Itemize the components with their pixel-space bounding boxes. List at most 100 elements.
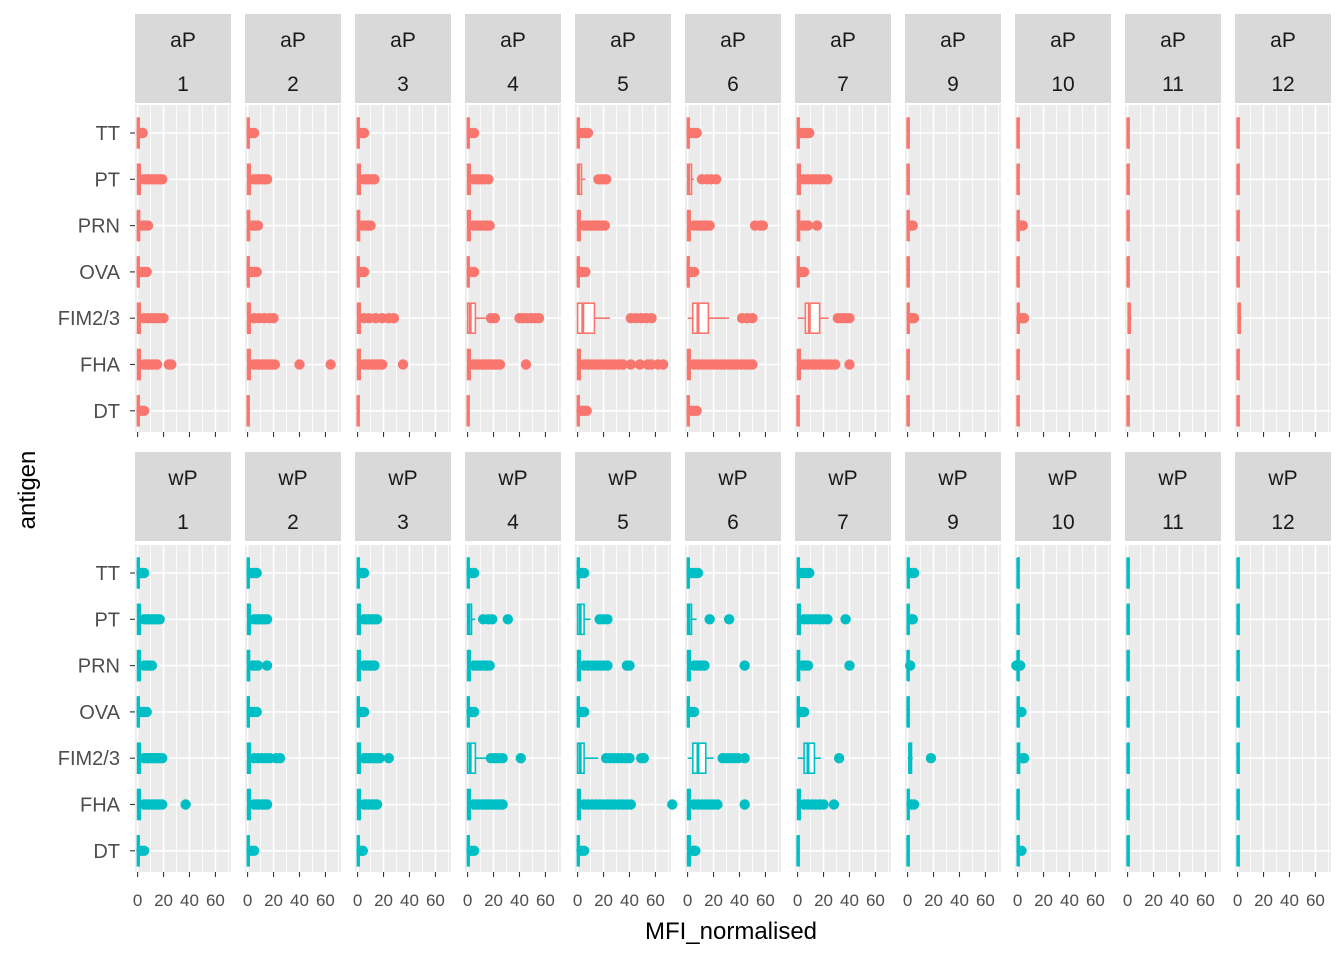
- boxplot-outlier: [747, 313, 758, 324]
- boxplot: [356, 603, 383, 636]
- boxplot: [686, 348, 758, 381]
- boxplot-outlier: [602, 660, 613, 671]
- boxplot: [1237, 302, 1242, 335]
- boxplot-outlier: [691, 405, 702, 416]
- facet-strip-vaccine-label: wP: [1157, 467, 1187, 490]
- x-tick-label: 60: [206, 891, 225, 910]
- facet-panel: aP 2: [245, 14, 341, 437]
- boxplot-outlier: [274, 753, 286, 764]
- y-tick-label: TT: [96, 563, 120, 585]
- x-tick-label: 0: [133, 891, 142, 910]
- facet-strip: [355, 14, 451, 103]
- facet-strip-vaccine-label: wP: [1267, 467, 1297, 490]
- boxplot: [1126, 834, 1130, 867]
- boxplot-outlier: [358, 127, 370, 139]
- boxplot: [1236, 163, 1240, 196]
- y-tick-label: DT: [93, 841, 120, 863]
- boxplot: [466, 348, 532, 381]
- boxplot-outlier: [138, 845, 150, 856]
- facet-strip-visit-label: 5: [617, 511, 629, 534]
- boxplot: [906, 256, 910, 288]
- boxplot: [246, 696, 262, 728]
- boxplot: [1126, 696, 1130, 728]
- x-tick-label: 0: [903, 891, 912, 910]
- boxplot-outlier: [634, 359, 646, 370]
- boxplot: [136, 348, 177, 381]
- boxplot-outlier: [251, 567, 262, 579]
- y-tick-label: OVA: [79, 262, 120, 284]
- boxplot-outlier: [704, 614, 715, 625]
- boxplot-outlier: [371, 614, 383, 625]
- boxplot-outlier: [248, 127, 260, 139]
- boxplot-outlier: [822, 614, 833, 625]
- boxplot-outlier: [1017, 220, 1028, 231]
- boxplot: [576, 394, 592, 427]
- boxplot: [466, 209, 495, 242]
- boxplot-outlier: [617, 359, 629, 370]
- x-tick-label: 40: [1280, 891, 1299, 910]
- boxplot: [466, 742, 526, 775]
- boxplot-outlier: [699, 660, 710, 671]
- x-tick-label: 0: [573, 891, 582, 910]
- boxplot: [796, 394, 800, 427]
- boxplot: [906, 603, 918, 636]
- facet-panel: wP 7 0 20 40 60: [793, 452, 891, 910]
- facet-strip-vaccine-label: wP: [277, 467, 307, 490]
- y-tick-label: OVA: [79, 702, 120, 724]
- boxplot-outlier: [377, 359, 388, 370]
- boxplot-outlier: [802, 660, 814, 671]
- y-tick-label: FIM2/3: [58, 748, 120, 770]
- facet-strip-visit-label: 4: [507, 73, 519, 96]
- boxplot-outlier: [578, 845, 590, 856]
- facet-strip-vaccine-label: wP: [717, 467, 747, 490]
- boxplot: [136, 256, 152, 288]
- boxplot: [356, 649, 380, 682]
- panel-background: [905, 545, 1001, 872]
- panel-background: [795, 545, 891, 872]
- facet-panel: wP 10 0 20 40 60: [1011, 452, 1111, 910]
- facet-strip-vaccine-label: wP: [937, 467, 967, 490]
- panel-background: [465, 105, 561, 432]
- boxplot: [686, 834, 701, 867]
- boxplot-outlier: [497, 753, 508, 764]
- boxplot: [796, 788, 840, 821]
- boxplot: [1016, 834, 1027, 867]
- boxplot-box: [576, 302, 596, 335]
- facet-strip: [1125, 452, 1221, 541]
- boxplot: [796, 649, 855, 682]
- boxplot: [1236, 348, 1240, 381]
- boxplot: [686, 209, 769, 242]
- panel-background: [465, 545, 561, 872]
- boxplot-outlier: [818, 799, 829, 810]
- boxplot-outlier: [688, 706, 700, 718]
- boxplot: [1126, 788, 1130, 821]
- boxplot: [466, 696, 480, 728]
- facet-strip: [355, 452, 451, 541]
- x-tick-label: 20: [484, 891, 503, 910]
- boxplot-outlier: [357, 845, 368, 856]
- facet-strip-visit-label: 11: [1162, 73, 1184, 96]
- boxplot: [466, 788, 508, 821]
- boxplot-outlier: [688, 266, 700, 278]
- boxplot-outlier: [1014, 660, 1026, 671]
- x-tick-label: 0: [243, 891, 252, 910]
- boxplot-outlier: [658, 359, 669, 370]
- boxplot: [356, 209, 376, 242]
- facet-strip-visit-label: 10: [1051, 511, 1074, 534]
- boxplot: [576, 834, 590, 867]
- boxplot-outlier: [468, 266, 480, 278]
- facet-strip-vaccine-label: aP: [1160, 29, 1186, 52]
- boxplot-outlier: [141, 266, 152, 278]
- boxplot: [796, 348, 855, 381]
- boxplot: [1016, 557, 1020, 589]
- boxplot: [686, 649, 750, 682]
- facet-strip-visit-label: 6: [727, 511, 739, 534]
- boxplot: [246, 256, 262, 288]
- facet-panel: aP 6: [685, 14, 781, 437]
- boxplot-outlier: [252, 220, 264, 231]
- x-tick-label: 60: [756, 891, 775, 910]
- boxplot-outlier: [383, 753, 394, 764]
- facet-panel: wP 9 0 20 40 60: [903, 452, 1001, 910]
- facet-strip-visit-label: 1: [177, 73, 189, 96]
- facet-strip-vaccine-label: wP: [607, 467, 637, 490]
